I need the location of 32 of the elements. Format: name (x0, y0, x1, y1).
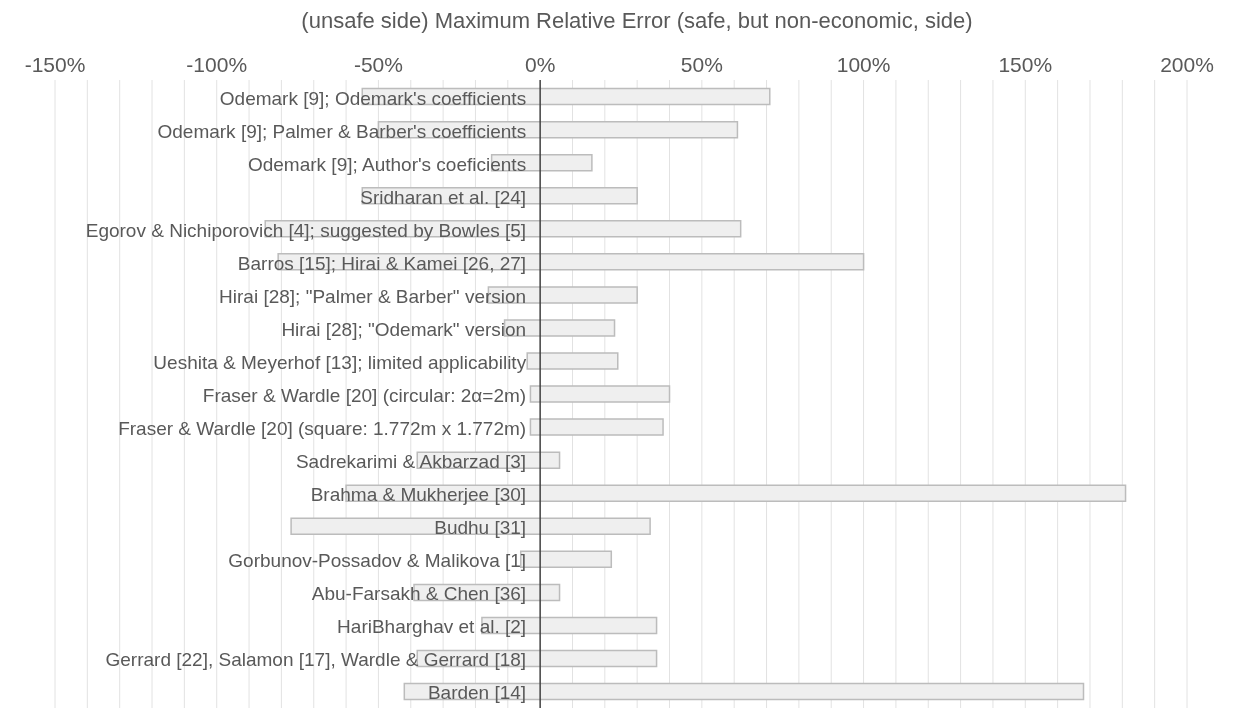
y-tick-label: Ueshita & Meyerhof [13]; limited applicability (152, 350, 527, 375)
x-tick-label: -50% (353, 53, 403, 76)
y-tick-label: Barden [14] (426, 681, 527, 706)
y-tick-label: Gorbunov-Possadov & Malikova [1] (227, 549, 527, 574)
y-tick-label: Odemark [9]; Odemark's coefficients (218, 86, 527, 111)
x-tick-label: 50% (680, 53, 723, 76)
x-tick-label: 100% (836, 53, 891, 76)
x-tick-label: -100% (186, 53, 248, 76)
y-tick-label: Brahma & Mukherjee [30] (309, 483, 527, 508)
bar (526, 352, 619, 370)
y-tick-label: Hirai [28]; "Palmer & Barber" version (218, 284, 527, 309)
y-tick-label: Barros [15]; Hirai & Kamei [26, 27] (236, 251, 527, 276)
y-tick-label: Gerrard [22], Salamon [17], Wardle & Gerrard [18] (104, 648, 527, 673)
y-tick-label: Egorov & Nichiporovich [4]; suggested by Bowles [5] (84, 218, 527, 243)
y-tick-label: HariBharghav et al. [2] (336, 615, 527, 640)
y-tick-label: Sridharan et al. [24] (359, 185, 527, 210)
y-tick-label: Fraser & Wardle [20] (square: 1.772m x 1.772m) (117, 417, 527, 442)
y-tick-label: Budhu [31] (433, 516, 527, 541)
x-tick-label: -150% (24, 53, 86, 76)
bar (529, 385, 671, 403)
x-axis-title: (unsafe side) Maximum Relative Error (safe, but non-economic, side) (300, 8, 974, 35)
x-tick-label: 200% (1160, 53, 1214, 76)
y-tick-label: Odemark [9]; Palmer & Barber's coefficients (156, 119, 527, 144)
y-tick-label: Hirai [28]; "Odemark" version (280, 317, 527, 342)
x-tick-label: 0% (524, 53, 556, 76)
y-tick-label: Sadrekarimi & Akbarzad [3] (294, 450, 527, 475)
bar (403, 682, 1085, 701)
bar (529, 418, 664, 436)
x-tick-label: 150% (998, 53, 1053, 76)
y-tick-label: Odemark [9]; Author's coeficients (246, 152, 527, 177)
y-tick-label: Fraser & Wardle [20] (circular: 2α=2m) (201, 384, 527, 408)
y-tick-label: Abu-Farsakh & Chen [36] (310, 582, 527, 607)
